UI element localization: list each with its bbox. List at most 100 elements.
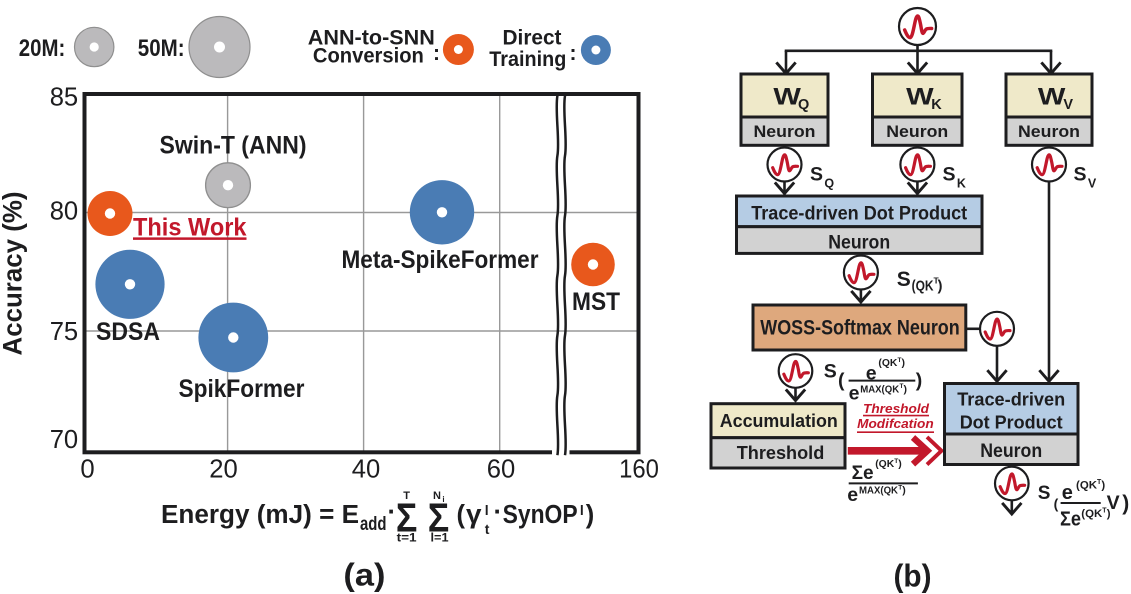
svg-text:Trace-driven: Trace-driven (957, 389, 1065, 410)
svg-text:70: 70 (50, 424, 79, 454)
svg-text:SpikFormer: SpikFormer (179, 375, 305, 403)
svg-text:20: 20 (209, 454, 238, 484)
svg-text:T: T (898, 357, 902, 364)
svg-text:): ) (938, 277, 943, 294)
svg-text:T: T (1097, 479, 1102, 486)
svg-text:MST: MST (572, 288, 620, 316)
svg-text:Energy (mJ) = E: Energy (mJ) = E (161, 501, 359, 529)
svg-text:75: 75 (50, 316, 79, 346)
svg-text:(a): (a) (343, 557, 385, 593)
svg-text:e: e (849, 383, 860, 405)
svg-text:50M:: 50M: (138, 35, 185, 62)
svg-text:(b): (b) (894, 558, 932, 594)
svg-text:K: K (931, 97, 942, 113)
svg-text:): ) (898, 458, 902, 470)
svg-text:V: V (1107, 492, 1120, 514)
svg-text:): ) (904, 383, 908, 395)
svg-text:V: V (1088, 176, 1097, 190)
svg-text:): ) (902, 357, 906, 369)
svg-text:Neuron: Neuron (754, 122, 816, 141)
svg-text:S: S (943, 164, 956, 186)
svg-text:Neuron: Neuron (828, 231, 890, 253)
svg-text:T: T (403, 490, 410, 502)
svg-text:80: 80 (50, 196, 79, 226)
svg-text:W: W (773, 83, 802, 110)
svg-text:SynOP: SynOP (503, 501, 578, 529)
svg-text:t: t (485, 521, 490, 537)
svg-text:e: e (847, 484, 858, 506)
svg-text:T: T (1102, 507, 1107, 514)
svg-text:Meta-SpikeFormer: Meta-SpikeFormer (342, 246, 539, 274)
svg-text:·: · (494, 496, 503, 526)
svg-text:SDSA: SDSA (96, 318, 160, 346)
svg-text:S: S (1038, 483, 1051, 504)
svg-text:γ: γ (466, 501, 482, 529)
svg-text:This Work: This Work (133, 213, 247, 241)
svg-text:160: 160 (619, 454, 659, 484)
svg-text:S: S (810, 164, 823, 186)
svg-text::: : (570, 42, 577, 65)
svg-text:l: l (485, 502, 489, 518)
svg-text:N: N (433, 490, 441, 502)
svg-text:Σ: Σ (396, 495, 418, 541)
svg-text:e: e (1062, 482, 1073, 504)
svg-text:(QK: (QK (912, 277, 934, 294)
svg-text:i: i (442, 495, 444, 504)
svg-text:85: 85 (50, 81, 79, 111)
svg-text:S: S (824, 360, 837, 382)
svg-text:S: S (897, 268, 911, 291)
svg-text:e: e (866, 362, 877, 384)
svg-text:MAX(QK: MAX(QK (859, 485, 898, 497)
svg-text:): ) (1101, 480, 1105, 492)
svg-text:add: add (360, 514, 387, 535)
svg-text:): ) (1122, 492, 1129, 515)
svg-text:ANN-to-SNN: ANN-to-SNN (308, 26, 435, 49)
svg-text:(: ( (838, 370, 845, 392)
svg-text:T: T (900, 383, 904, 390)
svg-text:Neuron: Neuron (980, 441, 1042, 462)
svg-text:T: T (894, 458, 898, 465)
svg-text:): ) (1107, 508, 1111, 520)
svg-text:W: W (906, 83, 935, 110)
svg-text:S: S (1074, 164, 1087, 186)
svg-text:t=1: t=1 (397, 530, 417, 544)
svg-text:(QK: (QK (1076, 480, 1098, 492)
svg-text:(QK: (QK (878, 357, 897, 369)
svg-text:Neuron: Neuron (1018, 122, 1080, 141)
svg-text:MAX(QK: MAX(QK (860, 383, 899, 395)
svg-text:T: T (934, 276, 940, 286)
svg-text:Threshold: Threshold (863, 401, 930, 416)
svg-text:K: K (957, 176, 966, 190)
svg-text:Σ: Σ (428, 495, 450, 541)
svg-text:Σe: Σe (852, 462, 874, 484)
svg-text:T: T (898, 485, 902, 492)
svg-text:Σe: Σe (1060, 509, 1081, 531)
svg-text:Training: Training (489, 48, 566, 71)
svg-text:Conversion: Conversion (313, 44, 424, 67)
svg-text:W: W (1038, 83, 1067, 110)
svg-text:Threshold: Threshold (737, 442, 825, 463)
svg-text:·: · (388, 496, 397, 526)
svg-text:20M:: 20M: (19, 35, 66, 62)
svg-text:(: ( (1054, 496, 1059, 512)
svg-text:0: 0 (80, 454, 94, 484)
svg-text:Accuracy (%): Accuracy (%) (0, 192, 28, 356)
svg-text:Trace-driven Dot Product: Trace-driven Dot Product (751, 203, 967, 225)
svg-text:(QK: (QK (875, 458, 894, 470)
svg-text:Q: Q (798, 97, 809, 113)
svg-text:40: 40 (352, 454, 381, 484)
svg-text:60: 60 (487, 454, 516, 484)
svg-text:): ) (586, 501, 595, 529)
svg-text:): ) (902, 485, 906, 497)
svg-text:Q: Q (824, 176, 834, 190)
svg-text:WOSS-Softmax Neuron: WOSS-Softmax Neuron (760, 317, 960, 340)
svg-text:(: ( (457, 501, 466, 529)
svg-text::: : (433, 42, 440, 65)
svg-text:Accumulation: Accumulation (720, 410, 838, 431)
svg-text:): ) (916, 370, 923, 392)
svg-text:l=1: l=1 (431, 530, 449, 544)
svg-text:(QK: (QK (1081, 508, 1103, 520)
svg-text:Neuron: Neuron (886, 122, 948, 141)
svg-text:l: l (580, 502, 584, 518)
svg-text:Swin-T (ANN): Swin-T (ANN) (160, 132, 307, 160)
